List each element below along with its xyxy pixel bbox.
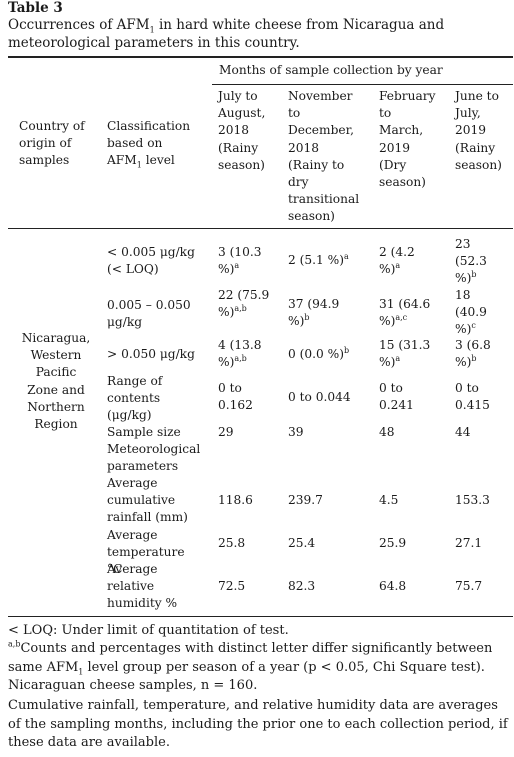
- footnote-averages: Cumulative rainfall, temperature, and re…: [8, 698, 508, 750]
- cell-hum-p1: 72.5: [218, 579, 246, 593]
- cell-rain-p1: 118.6: [218, 493, 253, 507]
- caption-subscript: 1: [149, 25, 155, 35]
- cell-hum-p3: 64.8: [379, 579, 407, 593]
- cell-value: 3 (6.8 %): [455, 338, 491, 370]
- cell-n-p1: 29: [218, 425, 234, 439]
- cell-high-p2: 0 (0.0 %)b: [288, 346, 374, 363]
- period-header-2: November to December, 2018 (Rainy to dry…: [288, 89, 360, 224]
- cell-loq-p3: 2 (4.2 %)a: [379, 244, 435, 278]
- cell-hum-p4: 75.7: [455, 579, 483, 593]
- cell-value: 2 (4.2 %): [379, 245, 415, 277]
- caption-main: Occurrences of AFM: [8, 17, 150, 33]
- header-rule: [8, 228, 513, 229]
- table-caption: Occurrences of AFM1 in hard white cheese…: [8, 16, 513, 52]
- cell-range-p1: 0 to 0.162: [218, 381, 253, 413]
- cell-temp-p3: 25.9: [379, 536, 407, 550]
- cell-sup: a,b: [234, 354, 247, 364]
- cell-rain-p2: 239.7: [288, 493, 323, 507]
- footnote-letters: a,bCounts and percentages with distinct …: [8, 640, 513, 696]
- row-label-mid-range: 0.005 – 0.050 μg/kg: [107, 298, 191, 330]
- cell-range-p4: 0 to 0.415: [455, 381, 490, 413]
- cell-value: 18 (40.9 %): [455, 288, 487, 337]
- top-rule: [8, 56, 513, 58]
- cell-value: 15 (31.3 %): [379, 338, 431, 370]
- cell-rain-p3: 4.5: [379, 493, 399, 507]
- caption-rest: in hard white cheese from Nicaragua and …: [8, 17, 445, 51]
- classification-header: Classification based on AFM1 level: [107, 118, 197, 170]
- cell-sup: b: [471, 354, 477, 364]
- cell-value: 37 (94.9 %): [288, 297, 340, 329]
- cell-value: 23 (52.3 %): [455, 237, 487, 286]
- months-group-header: Months of sample collection by year: [219, 63, 443, 77]
- cell-sup: a: [234, 261, 240, 271]
- period-header-3: February to March, 2019 (Dry season): [379, 89, 436, 190]
- cell-value: 3 (10.3 %): [218, 245, 262, 277]
- cell-n-p4: 44: [455, 425, 471, 439]
- cell-high-p1: 4 (13.8 %)a,b: [218, 337, 274, 371]
- cell-rain-p4: 153.3: [455, 493, 490, 507]
- row-label-below-loq: < 0.005 μg/kg (< LOQ): [107, 245, 195, 277]
- cell-sup: c: [471, 321, 476, 331]
- cell-sup: b: [471, 270, 477, 280]
- footnote-letters-b: level group per season of a year (p < 0.…: [8, 659, 485, 694]
- footnote-letters-sub: 1: [78, 667, 84, 677]
- cell-mid-p3: 31 (64.6 %)a,c: [379, 296, 439, 330]
- cell-high-p4: 3 (6.8 %)b: [455, 337, 499, 371]
- period-header-4: June to July, 2019 (Rainy season): [455, 89, 502, 172]
- row-label-sample-size: Sample size: [107, 425, 181, 439]
- cell-sup: a: [395, 261, 401, 271]
- cell-loq-p2: 2 (5.1 %)a: [288, 252, 374, 269]
- row-label-temperature: Average temperature °C: [107, 528, 185, 577]
- cell-value: 2 (5.1 %): [288, 253, 344, 267]
- region-cell: Nicaragua, Western Pacific Zone and Nort…: [21, 331, 91, 432]
- cell-temp-p2: 25.4: [288, 536, 316, 550]
- cell-range-p3: 0 to 0.241: [379, 381, 414, 413]
- row-label-meteorological: Meteorological parameters: [107, 442, 201, 474]
- period-header-1: July to August, 2018 (Rainy season): [218, 89, 266, 172]
- cell-loq-p4: 23 (52.3 %)b: [455, 236, 499, 288]
- cell-sup: a,b: [234, 304, 247, 314]
- cell-value: 4 (13.8 %): [218, 338, 262, 370]
- footnote-letters-sup: a,b: [8, 639, 21, 649]
- country-header: Country of origin of samples: [19, 119, 85, 168]
- cell-mid-p2: 37 (94.9 %)b: [288, 296, 348, 330]
- cell-value: 22 (75.9 %): [218, 288, 270, 320]
- row-label-range: Range of contents (μg/kg): [107, 374, 163, 423]
- cell-range-p2: 0 to 0.044: [288, 390, 351, 404]
- footnote-letters-a: Counts and percentages with distinct let…: [8, 641, 493, 675]
- cell-temp-p1: 25.8: [218, 536, 246, 550]
- cell-sup: a,c: [395, 313, 408, 323]
- classification-rest: level: [141, 153, 175, 168]
- cell-hum-p2: 82.3: [288, 579, 316, 593]
- row-label-above-limit: > 0.050 μg/kg: [107, 347, 195, 361]
- cell-sup: b: [304, 313, 310, 323]
- row-label-rainfall: Average cumulative rainfall (mm): [107, 476, 188, 525]
- cell-value: 31 (64.6 %): [379, 297, 431, 329]
- classification-main: Classification based on AFM: [107, 119, 191, 168]
- cell-loq-p1: 3 (10.3 %)a: [218, 244, 274, 278]
- row-label-humidity: Average relative humidity %: [107, 562, 178, 611]
- cell-high-p3: 15 (31.3 %)a: [379, 337, 439, 371]
- cell-mid-p1: 22 (75.9 %)a,b: [218, 287, 274, 321]
- footnote-loq: < LOQ: Under limit of quantitation of te…: [8, 623, 289, 638]
- table-label: Table 3: [8, 0, 63, 16]
- group-rule: [212, 84, 513, 85]
- cell-n-p3: 48: [379, 425, 395, 439]
- cell-sup: a: [395, 354, 401, 364]
- cell-temp-p4: 27.1: [455, 536, 483, 550]
- cell-value: 0 (0.0 %): [288, 347, 344, 361]
- classification-subscript: 1: [136, 160, 142, 170]
- cell-n-p2: 39: [288, 425, 304, 439]
- cell-sup: b: [343, 345, 350, 355]
- cell-mid-p4: 18 (40.9 %)c: [455, 287, 499, 339]
- bottom-rule: [8, 616, 513, 617]
- cell-sup: a: [343, 251, 349, 261]
